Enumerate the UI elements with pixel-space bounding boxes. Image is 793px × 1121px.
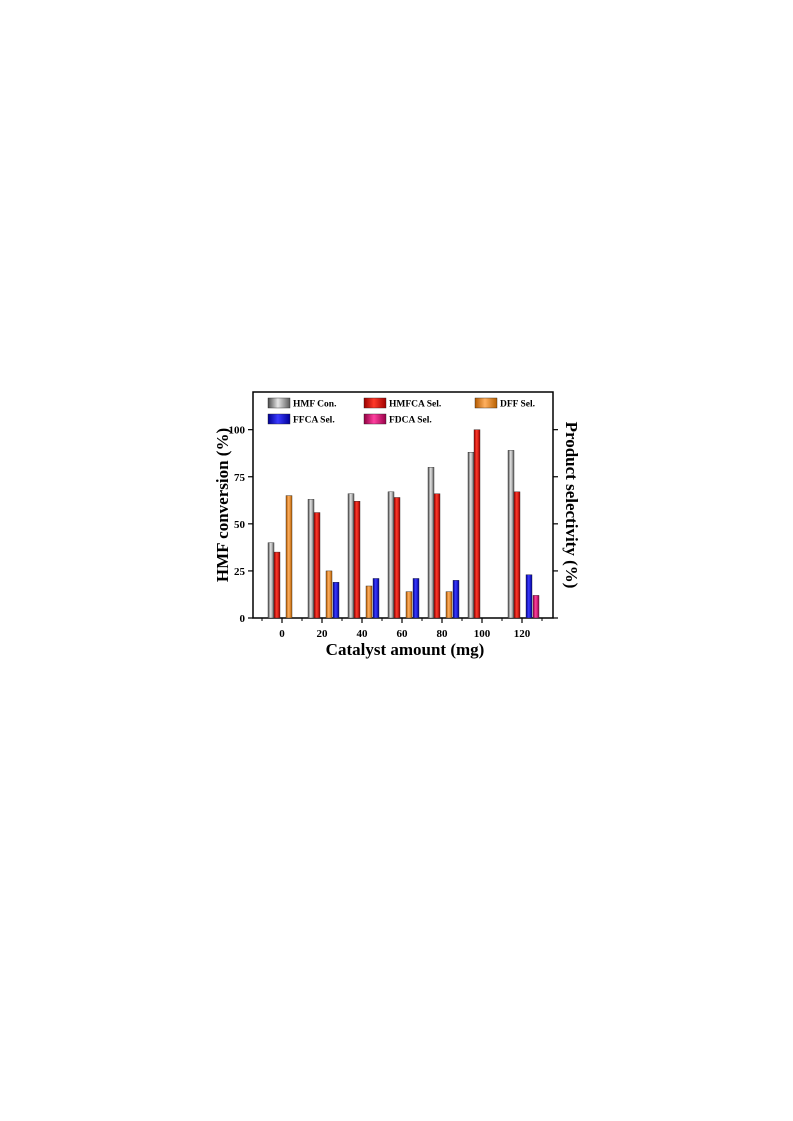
y-tick-label-0: 0	[240, 613, 246, 625]
ticks-group: 0 20 40 60 80 100 120 0 25 50 75 100	[229, 425, 558, 640]
bar-hmf-con--120	[507, 450, 515, 619]
y-axis-title-right: Product selectivity (%)	[562, 422, 581, 589]
bars-group	[267, 429, 540, 619]
bar-dff-sel--60	[405, 591, 413, 619]
bar-dff-sel--20	[325, 570, 333, 619]
bar-hmfca-sel--100	[473, 429, 481, 619]
y-tick-label-50: 50	[234, 519, 246, 531]
bar-hmf-con--0	[267, 542, 275, 619]
legend-label-hmf-con-: HMF Con.	[293, 400, 336, 410]
y-tick-label-25: 25	[234, 566, 246, 578]
bar-hmfca-sel--40	[353, 501, 361, 619]
bar-hmf-con--40	[347, 493, 355, 619]
legend-label-fdca-sel-: FDCA Sel.	[389, 416, 432, 426]
bar-dff-sel--0	[285, 495, 293, 619]
bar-ffca-sel--20	[332, 582, 340, 619]
bar-hmfca-sel--60	[393, 497, 401, 619]
legend-swatch-hmf-con-	[267, 397, 291, 409]
bar-dff-sel--40	[365, 585, 373, 619]
x-tick-label-0: 0	[279, 628, 285, 640]
plot-frame	[252, 391, 554, 619]
x-tick-label-100: 100	[474, 628, 491, 640]
y-axis-title-left: HMF conversion (%)	[213, 428, 232, 582]
bar-hmf-con--20	[307, 499, 315, 619]
y-tick-label-100: 100	[229, 425, 246, 437]
legend-swatch-fdca-sel-	[363, 413, 387, 425]
x-tick-label-80: 80	[437, 628, 449, 640]
bar-ffca-sel--60	[412, 578, 420, 619]
legend-label-dff-sel-: DFF Sel.	[500, 400, 535, 410]
legend-label-ffca-sel-: FFCA Sel.	[293, 416, 335, 426]
bar-ffca-sel--80	[452, 580, 460, 619]
legend-swatch-hmfca-sel-	[363, 397, 387, 409]
bar-hmfca-sel--80	[433, 493, 441, 619]
x-tick-label-40: 40	[357, 628, 369, 640]
x-axis-title: Catalyst amount (mg)	[326, 640, 485, 659]
bar-hmf-con--80	[427, 467, 435, 619]
bar-fdca-sel--120	[532, 595, 540, 619]
legend: HMF Con. HMFCA Sel. DFF Sel. FFCA Sel. FDCA …	[267, 397, 535, 426]
bar-ffca-sel--40	[372, 578, 380, 619]
x-tick-label-120: 120	[514, 628, 531, 640]
bar-dff-sel--80	[445, 591, 453, 619]
legend-swatch-dff-sel-	[474, 397, 498, 409]
bar-hmfca-sel--20	[313, 512, 321, 619]
legend-label-hmfca-sel-: HMFCA Sel.	[389, 400, 441, 410]
bar-ffca-sel--120	[525, 574, 533, 619]
x-tick-label-60: 60	[397, 628, 409, 640]
y-tick-label-75: 75	[234, 472, 246, 484]
bar-hmfca-sel--0	[273, 551, 281, 619]
legend-swatch-ffca-sel-	[267, 413, 291, 425]
bar-hmf-con--60	[387, 491, 395, 619]
x-tick-label-20: 20	[317, 628, 329, 640]
bar-hmf-con--100	[467, 452, 475, 619]
bar-hmfca-sel--120	[513, 491, 521, 619]
